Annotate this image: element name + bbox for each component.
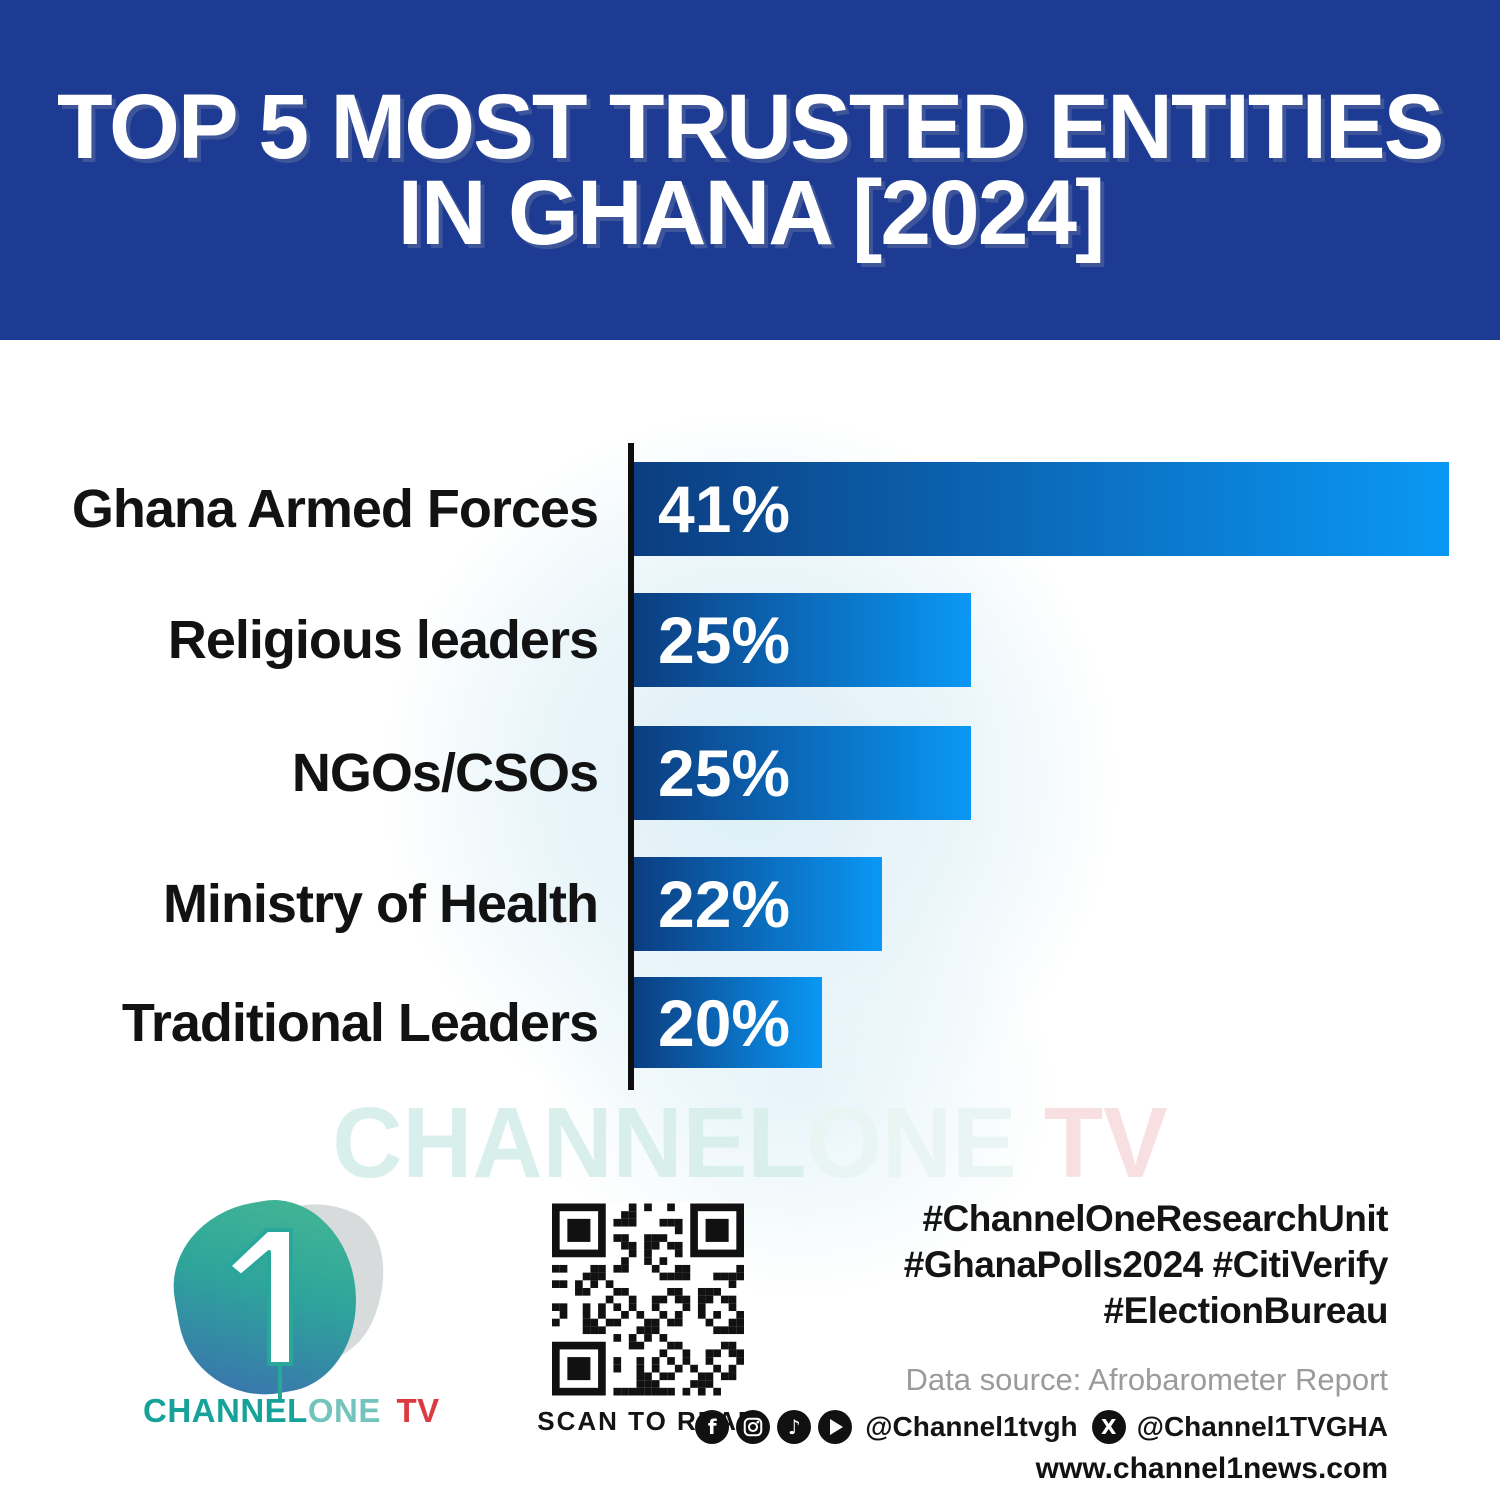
bar-value-label: 22%	[658, 867, 791, 941]
qr-code-pattern	[552, 1203, 744, 1396]
logo-wordmark-channel: CHANNEL	[143, 1392, 308, 1429]
category-label: Religious leaders	[167, 610, 599, 670]
chart-axis-line	[628, 443, 634, 1090]
bar-value-label: 20%	[658, 985, 791, 1060]
bar-value-label: 25%	[658, 603, 791, 677]
x-icon: X	[1091, 1410, 1126, 1444]
page-title-line2: IN GHANA [2024]	[397, 162, 1105, 264]
category-label: Traditional Leaders	[121, 992, 599, 1053]
social-handle-2: @Channel1TVGHA	[1136, 1411, 1388, 1442]
bar: 25%	[634, 726, 971, 820]
logo-number-one-icon	[227, 1228, 293, 1400]
youtube-icon	[818, 1410, 853, 1444]
category-label: Ghana Armed Forces	[71, 479, 599, 539]
hashtag-line-3: #ElectionBureau	[1103, 1290, 1389, 1331]
data-source-text: Data source: Afrobarometer Report	[905, 1362, 1388, 1397]
channel-one-watermark: CHANNELONE TV	[23, 1086, 1478, 1201]
hashtag-line-2: #GhanaPolls2024 #CitiVerify	[903, 1244, 1389, 1285]
hashtag-line-1: #ChannelOneResearchUnit	[922, 1198, 1388, 1239]
logo-wordmark-one: ONE	[307, 1392, 381, 1429]
logo-wordmark-tv: TV	[386, 1392, 440, 1429]
bar: 22%	[634, 857, 882, 951]
bar: 25%	[634, 593, 971, 687]
header-band: TOP 5 MOST TRUSTED ENTITIES IN GHANA [20…	[0, 0, 1500, 340]
footer-right-column: #ChannelOneResearchUnit #GhanaPolls2024 …	[695, 1196, 1389, 1486]
tiktok-icon: ♪	[777, 1410, 812, 1444]
category-label: NGOs/CSOs	[291, 743, 599, 803]
instagram-icon	[736, 1410, 771, 1444]
bar: 41%	[634, 462, 1449, 556]
category-label: Ministry of Health	[162, 874, 599, 934]
logo-wordmark: CHANNELONE TV	[143, 1392, 443, 1430]
watermark-tv: TV	[1016, 1087, 1168, 1199]
bar: 20%	[634, 977, 822, 1068]
facebook-icon: f	[695, 1410, 730, 1444]
bar-value-label: 41%	[658, 472, 791, 546]
social-handle-1: @Channel1tvgh	[865, 1411, 1078, 1442]
page-title-line1: TOP 5 MOST TRUSTED ENTITIES	[57, 76, 1444, 178]
bar-value-label: 25%	[658, 736, 791, 810]
social-row: f ♪ @Channel1tvgh X @Channel1TVGHA	[695, 1410, 1388, 1444]
website-url: www.channel1news.com	[1035, 1452, 1388, 1485]
watermark-one: ONE	[806, 1087, 1017, 1199]
watermark-channel: CHANNEL	[332, 1087, 807, 1199]
qr-code	[552, 1202, 744, 1397]
